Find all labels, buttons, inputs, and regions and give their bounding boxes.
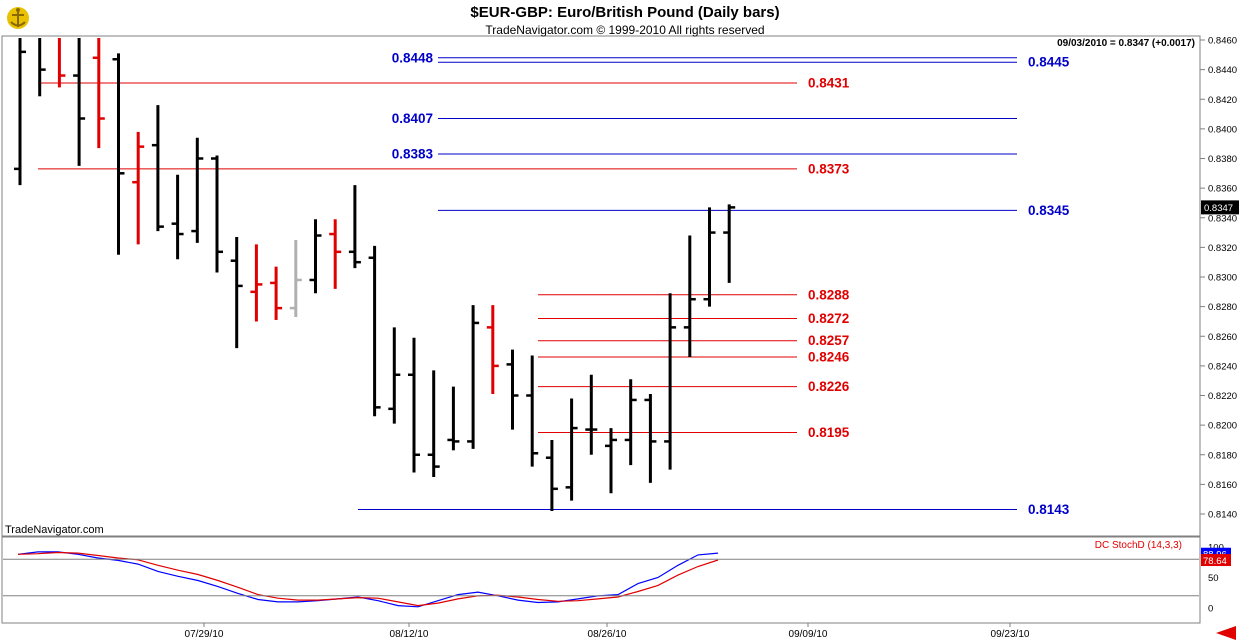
x-tick-label: 09/23/10 xyxy=(991,629,1030,640)
level-label-blue: 0.8345 xyxy=(1028,203,1070,218)
price-panel-frame xyxy=(1,35,1201,537)
level-label-blue: 0.8448 xyxy=(392,50,434,65)
ohlc-bar xyxy=(270,266,283,320)
level-label-red: 0.8288 xyxy=(808,287,850,302)
ohlc-bar xyxy=(57,38,66,88)
ohlc-bar xyxy=(467,305,480,449)
x-tick-label: 07/29/10 xyxy=(185,629,224,640)
ohlc-bar xyxy=(585,374,598,455)
y-tick-label: 0.8360 xyxy=(1208,184,1237,195)
y-tick-label: 0.8180 xyxy=(1208,450,1237,461)
level-label-red: 0.8431 xyxy=(808,75,850,90)
y-tick-label: 0.8460 xyxy=(1208,36,1237,47)
copyright-line: TradeNavigator.com © 1999-2010 All right… xyxy=(485,23,764,37)
ohlc-bar xyxy=(644,394,657,483)
ohlc-bar xyxy=(230,237,243,349)
y-tick-label: 0.8200 xyxy=(1208,421,1237,432)
ohlc-bar xyxy=(447,386,460,451)
ohlc-bar xyxy=(211,155,223,273)
y-tick-label: 0.8440 xyxy=(1208,65,1237,76)
ohlc-bar xyxy=(605,428,617,494)
ohlc-bar xyxy=(408,337,420,473)
ohlc-bar xyxy=(703,207,716,307)
last-price-tag xyxy=(1201,200,1239,215)
level-label-red: 0.8195 xyxy=(808,425,850,440)
stoch-title: DC StochD (14,3,3) xyxy=(1095,540,1182,551)
ohlc-bar xyxy=(368,245,381,417)
level-label-blue: 0.8407 xyxy=(392,111,433,126)
y-tick-label: 0.8400 xyxy=(1208,124,1237,135)
level-label-red: 0.8257 xyxy=(808,333,849,348)
ohlc-bar xyxy=(388,327,401,424)
stoch-panel-frame xyxy=(1,536,1201,624)
stoch-d-value-label: 78.64 xyxy=(1203,556,1227,567)
stoch-y-tick-label: 0 xyxy=(1208,604,1213,615)
x-tick-label: 08/26/10 xyxy=(588,629,627,640)
ohlc-bar xyxy=(427,370,440,477)
ohlc-bar xyxy=(92,38,105,149)
y-tick-label: 0.8160 xyxy=(1208,480,1237,491)
y-tick-label: 0.8280 xyxy=(1208,302,1237,313)
ohlc-bar xyxy=(151,105,164,232)
ohlc-bar xyxy=(664,293,677,470)
ohlc-bar xyxy=(191,137,204,243)
last-quote: 09/03/2010 = 0.8347 (+0.0017) xyxy=(1057,38,1195,49)
watermark: TradeNavigator.com xyxy=(5,524,104,536)
ohlc-bar xyxy=(289,239,302,317)
ohlc-bar xyxy=(624,379,637,466)
ohlc-bar xyxy=(250,244,263,322)
y-tick-label: 0.8420 xyxy=(1208,95,1237,106)
ohlc-bar xyxy=(309,219,322,294)
ohlc-bar xyxy=(683,235,696,357)
ohlc-bar xyxy=(506,349,519,430)
y-tick-label: 0.8300 xyxy=(1208,273,1237,284)
chart-title: $EUR-GBP: Euro/British Pound (Daily bars… xyxy=(470,4,779,21)
level-label-red: 0.8246 xyxy=(808,349,850,364)
ohlc-bar xyxy=(14,38,26,186)
ohlc-bar xyxy=(545,439,558,512)
ohlc-bar xyxy=(112,53,125,255)
ohlc-bar xyxy=(132,131,145,245)
ohlc-bar xyxy=(73,38,86,166)
y-tick-label: 0.8220 xyxy=(1208,391,1237,402)
y-tick-label: 0.8320 xyxy=(1208,243,1237,254)
last-price-tag-label: 0.8347 xyxy=(1204,203,1233,214)
ohlc-bar xyxy=(38,38,46,97)
y-tick-label: 0.8380 xyxy=(1208,154,1237,165)
y-tick-label: 0.8340 xyxy=(1208,213,1237,224)
level-label-blue: 0.8383 xyxy=(392,147,434,162)
level-label-blue: 0.8143 xyxy=(1028,502,1070,517)
ohlc-bar xyxy=(486,305,499,395)
ohlc-bar xyxy=(171,174,184,260)
ohlc-bar xyxy=(329,219,342,289)
stoch-y-tick-label: 50 xyxy=(1208,573,1219,584)
scroll-right-arrow-icon[interactable] xyxy=(1212,625,1242,641)
level-label-red: 0.8226 xyxy=(808,379,850,394)
y-tick-label: 0.8240 xyxy=(1208,361,1237,372)
y-tick-label: 0.8140 xyxy=(1208,510,1237,521)
ohlc-bar xyxy=(723,204,736,283)
x-tick-label: 09/09/10 xyxy=(789,629,828,640)
level-label-red: 0.8373 xyxy=(808,161,850,176)
ohlc-bar xyxy=(348,185,361,269)
stoch-d-value-tag xyxy=(1201,554,1231,567)
ohlc-bar xyxy=(565,398,578,501)
ohlc-bar xyxy=(526,355,539,467)
level-label-blue: 0.8445 xyxy=(1028,55,1070,70)
x-tick-label: 08/12/10 xyxy=(390,629,429,640)
tradenavigator-logo-icon[interactable] xyxy=(7,7,29,29)
y-tick-label: 0.8260 xyxy=(1208,332,1237,343)
level-label-red: 0.8272 xyxy=(808,311,849,326)
